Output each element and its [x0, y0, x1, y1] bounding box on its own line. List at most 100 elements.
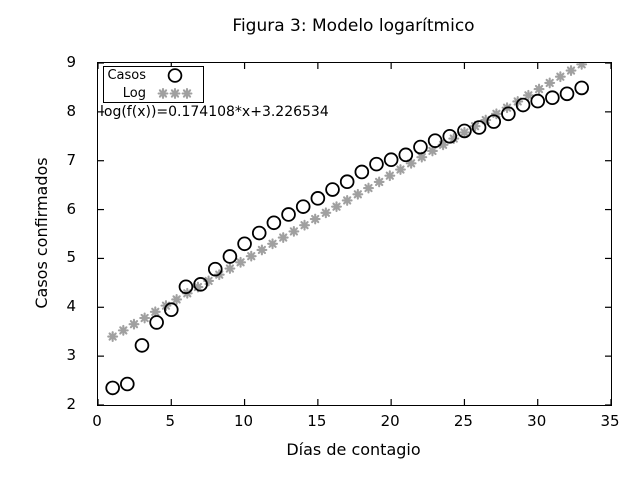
data-point-circle: [383, 152, 399, 168]
data-point-circle: [501, 106, 516, 122]
fit-point-asterisk: [352, 188, 364, 200]
fit-point-asterisk: [363, 182, 374, 194]
fit-point-asterisk: [277, 232, 289, 244]
data-point-circle: [105, 380, 120, 396]
fit-point-asterisk: [373, 176, 385, 188]
fit-point-asterisk: [458, 126, 470, 138]
data-point-circle: [134, 338, 150, 353]
plot-area: log(f(x))=0.174108*x+3.226534 Casos Log: [97, 62, 612, 406]
data-point-circle: [427, 133, 443, 148]
data-point-circle: [369, 156, 384, 172]
fit-point-asterisk: [576, 63, 588, 70]
data-point-circle: [398, 147, 414, 163]
y-tick-label: 3: [66, 346, 76, 365]
x-tick-label: 20: [380, 412, 400, 430]
data-point-circle: [559, 86, 575, 102]
y-tick-label: 5: [66, 248, 76, 267]
fit-point-asterisk: [416, 151, 428, 163]
data-point-circle: [354, 164, 370, 180]
fit-point-asterisk: [426, 145, 438, 157]
data-point-circle: [471, 120, 487, 135]
fit-point-asterisk: [395, 164, 406, 175]
x-tick-label: 35: [600, 412, 620, 430]
data-point-circle: [574, 80, 589, 96]
data-point-circle: [178, 279, 194, 295]
fit-point-asterisk: [309, 213, 321, 225]
plot-canvas: [98, 63, 611, 405]
fit-point-asterisk: [224, 263, 236, 274]
x-tick-label: 10: [234, 412, 254, 430]
x-tick-label: 30: [527, 412, 547, 430]
chart-title: Figura 3: Modelo logarítmico: [232, 16, 475, 36]
legend-label-log: Log: [122, 85, 146, 101]
fit-point-asterisk: [299, 219, 310, 231]
fit-point-asterisk: [267, 238, 279, 250]
data-point-circle: [442, 128, 458, 144]
data-point-circle: [339, 174, 355, 190]
x-axis-label: Días de contagio: [286, 440, 421, 459]
fit-point-asterisk: [149, 306, 161, 318]
data-point-circle: [545, 90, 560, 105]
data-point-circle: [266, 215, 282, 231]
fit-point-asterisk: [256, 244, 268, 256]
fit-point-asterisk: [181, 87, 193, 99]
data-point-circle: [310, 191, 326, 206]
data-point-circle: [163, 302, 179, 318]
fit-point-asterisk: [235, 256, 247, 268]
fit-point-asterisk: [157, 87, 169, 99]
data-point-circle: [515, 97, 531, 113]
fit-point-asterisk: [533, 83, 545, 95]
legend-marker-asterisk-icon: [149, 85, 201, 102]
fit-point-asterisk: [288, 225, 300, 237]
data-point-circle: [325, 182, 340, 197]
y-tick-label: 8: [66, 101, 76, 120]
fit-point-asterisk: [117, 324, 129, 336]
data-point-circle: [281, 207, 296, 222]
legend-label-casos: Casos: [107, 68, 146, 84]
fit-point-asterisk: [128, 318, 140, 330]
fit-point-asterisk: [490, 108, 502, 120]
data-point-circle: [457, 123, 472, 139]
data-point-circle: [193, 277, 208, 292]
fit-point-asterisk: [341, 195, 353, 206]
y-tick-label: 6: [66, 199, 76, 218]
fit-point-asterisk: [139, 312, 151, 324]
fit-point-asterisk: [522, 89, 534, 101]
fit-point-asterisk: [331, 201, 342, 213]
x-tick-label: 25: [453, 412, 473, 430]
data-point-circle: [207, 261, 223, 277]
data-point-circle: [295, 199, 311, 214]
fit-point-asterisk: [405, 157, 417, 169]
y-axis-label: Casos confirmados: [32, 157, 51, 309]
legend-entry-casos: Casos: [104, 67, 203, 84]
y-tick-label: 7: [66, 150, 76, 169]
data-point-circle: [237, 236, 252, 252]
fit-point-asterisk: [245, 250, 257, 262]
x-tick-label: 15: [307, 412, 327, 430]
fit-point-asterisk: [554, 71, 566, 83]
y-tick-label: 2: [66, 395, 76, 413]
x-tick-label: 0: [92, 412, 102, 430]
y-tick-label: 4: [66, 297, 76, 316]
data-point-circle: [413, 139, 428, 155]
legend: Casos Log: [103, 66, 204, 103]
fit-point-asterisk: [169, 87, 181, 99]
fit-point-asterisk: [565, 65, 577, 76]
data-point-circle: [167, 68, 183, 84]
y-tick-label: 9: [66, 53, 76, 71]
fit-point-asterisk: [107, 331, 119, 343]
x-tick-label: 5: [165, 412, 176, 430]
data-point-circle: [120, 376, 135, 392]
fit-equation-text: log(f(x))=0.174108*x+3.226534: [100, 104, 329, 120]
legend-marker-circle-icon: [149, 67, 201, 84]
fit-point-asterisk: [544, 77, 556, 89]
fit-point-asterisk: [320, 207, 332, 219]
data-point-circle: [486, 114, 502, 129]
data-point-circle: [149, 315, 164, 330]
data-point-circle: [251, 225, 267, 241]
fit-point-asterisk: [384, 170, 396, 182]
data-point-circle: [222, 249, 238, 264]
data-point-circle: [530, 93, 546, 109]
fit-point-asterisk: [171, 293, 183, 305]
